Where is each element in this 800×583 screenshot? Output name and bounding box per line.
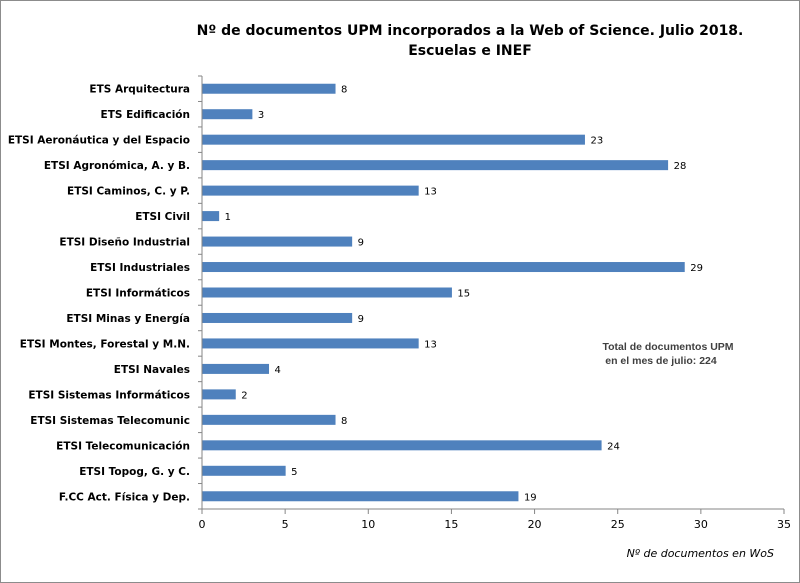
x-tick-label: 35: [777, 518, 791, 531]
bar: [202, 160, 669, 171]
bar: [202, 236, 353, 247]
bar: [202, 491, 519, 502]
bar: [202, 440, 602, 451]
bar: [202, 134, 585, 145]
x-tick-label: 10: [361, 518, 375, 531]
category-label: ETSI Civil: [135, 211, 190, 223]
category-label: ETSI Minas y Energía: [66, 313, 190, 325]
x-tick-label: 15: [444, 518, 458, 531]
category-label: ETSI Montes, Forestal y M.N.: [20, 338, 190, 350]
category-label: ETSI Aeronáutica y del Espacio: [8, 135, 190, 147]
x-tick-label: 30: [694, 518, 708, 531]
data-label: 5: [291, 467, 297, 478]
data-label: 2: [241, 390, 247, 401]
data-label: 13: [424, 339, 437, 350]
x-tick-label: 5: [282, 518, 289, 531]
data-label: 4: [275, 365, 281, 376]
bar: [202, 414, 336, 425]
bar: [202, 211, 220, 222]
data-label: 19: [524, 492, 537, 503]
annotation-line-1: Total de documentos UPM: [602, 341, 733, 353]
category-label: ETSI Agronómica, A. y B.: [44, 160, 190, 172]
category-label: ETSI Diseño Industrial: [59, 237, 190, 249]
data-label: 9: [358, 314, 364, 325]
category-label: ETS Edificación: [101, 109, 190, 121]
bar: [202, 338, 419, 349]
bar: [202, 185, 419, 196]
annotation-line-2: en el mes de julio: 224: [605, 355, 717, 367]
chart-subtitle: Escuelas e INEF: [408, 43, 532, 59]
category-label: ETSI Navales: [114, 364, 190, 376]
bar: [202, 262, 685, 273]
category-label: ETSI Telecomunicación: [56, 440, 190, 452]
data-label: 8: [341, 85, 347, 96]
x-tick-label: 25: [611, 518, 625, 531]
bar: [202, 363, 270, 374]
data-label: 1: [225, 212, 231, 223]
chart-title: Nº de documentos UPM incorporados a la W…: [197, 23, 744, 39]
data-label: 23: [590, 136, 603, 147]
bar: [202, 465, 286, 476]
bar: [202, 312, 353, 323]
category-label: ETSI Informáticos: [86, 288, 190, 300]
category-label: ETSI Sistemas Informáticos: [28, 389, 190, 401]
x-tick-label: 20: [528, 518, 542, 531]
category-label: ETSI Topog, G. y C.: [79, 466, 190, 478]
data-label: 9: [358, 238, 364, 249]
data-label: 8: [341, 416, 347, 427]
data-label: 24: [607, 441, 620, 452]
data-label: 15: [457, 289, 470, 300]
data-label: 29: [690, 263, 703, 274]
category-label: ETSI Caminos, C. y P.: [67, 186, 190, 198]
category-label: ETS Arquitectura: [89, 84, 190, 96]
data-label: 3: [258, 110, 264, 121]
data-label: 13: [424, 187, 437, 198]
category-label: ETSI Sistemas Telecomunic: [30, 415, 190, 427]
x-tick-label: 0: [199, 518, 206, 531]
bar: [202, 83, 336, 94]
bar: [202, 109, 253, 120]
data-label: 28: [674, 161, 687, 172]
bar: [202, 389, 236, 400]
category-label: F.CC Act. Física y Dep.: [59, 491, 190, 503]
category-label: ETSI Industriales: [90, 262, 190, 274]
bar: [202, 287, 452, 298]
x-axis-label: Nº de documentos en WoS: [627, 547, 774, 560]
